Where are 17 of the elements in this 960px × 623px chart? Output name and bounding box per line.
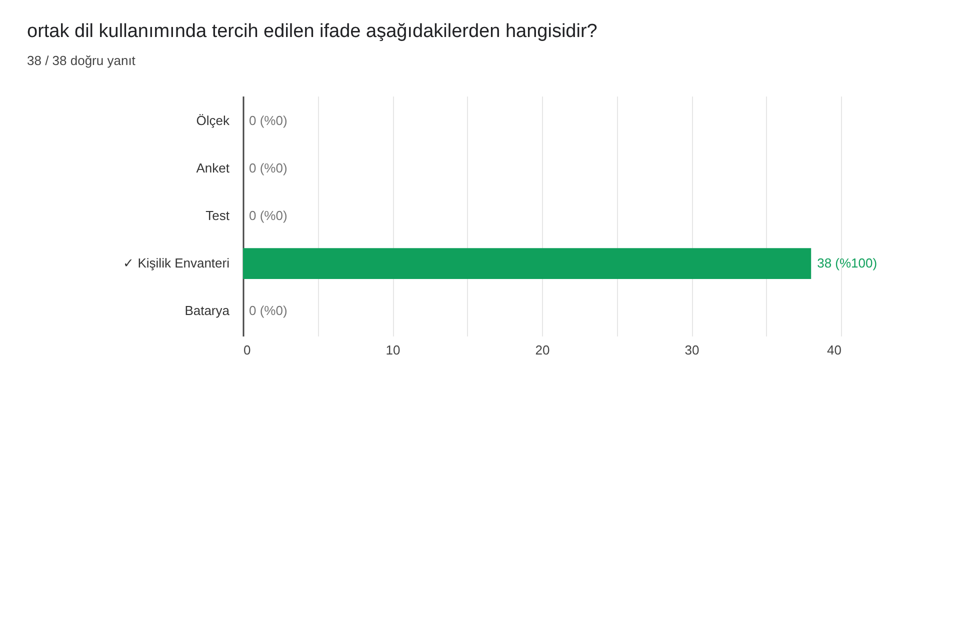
data-label: 0 (%0) bbox=[249, 208, 288, 223]
y-tick-label: Anket bbox=[196, 160, 230, 176]
chart-title: ortak dil kullanımında tercih edilen ifade aşağıdakilerden hangisidir? bbox=[27, 21, 598, 42]
data-label: 0 (%0) bbox=[249, 160, 288, 176]
x-tick-label: 30 bbox=[684, 342, 700, 358]
x-tick-label: 20 bbox=[535, 342, 550, 358]
x-tick-label: 40 bbox=[827, 342, 842, 358]
y-tick-label: Batarya bbox=[184, 303, 230, 318]
y-tick-label: Test bbox=[206, 208, 230, 223]
x-tick-label: 10 bbox=[386, 342, 400, 358]
x-tick-label: 0 bbox=[244, 342, 251, 358]
y-tick-label: Ölçek bbox=[196, 112, 230, 128]
y-tick-label: ✓ Kişilik Envanteri bbox=[123, 256, 230, 271]
data-label: 38 (%100) bbox=[817, 256, 878, 271]
data-label: 0 (%0) bbox=[249, 112, 288, 128]
data-label: 0 (%0) bbox=[249, 303, 288, 318]
text: 38 / 38 doğru yanıt bbox=[27, 53, 136, 68]
